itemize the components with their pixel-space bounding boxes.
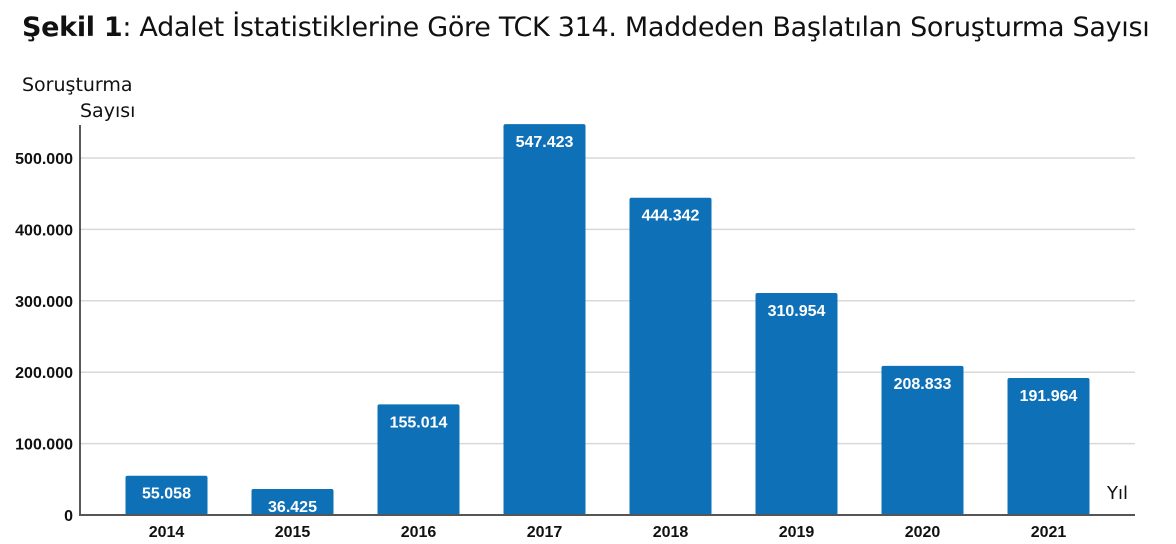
bar-2020 — [881, 365, 964, 515]
x-tick-label: 2021 — [1031, 524, 1067, 541]
figure-number: Şekil 1 — [22, 12, 123, 43]
data-label: 310.954 — [768, 303, 826, 320]
y-tick-label: 200.000 — [15, 365, 73, 382]
y-tick-label: 100.000 — [15, 437, 73, 454]
data-label: 444.342 — [642, 208, 700, 225]
figure-caption: : Adalet İstatistiklerine Göre TCK 314. … — [122, 12, 1150, 43]
x-tick-label: 2017 — [527, 524, 563, 541]
bar-2015 — [251, 488, 334, 515]
x-tick-label: 2020 — [905, 524, 941, 541]
data-label: 547.423 — [516, 134, 574, 151]
chart-title: Şekil 1: Adalet İstatistiklerine Göre TC… — [22, 12, 1150, 43]
bar-2016 — [377, 404, 460, 515]
bar-2017 — [503, 124, 586, 515]
y-axis-label-line1: Soruşturma — [22, 74, 133, 96]
x-tick-label: 2015 — [275, 524, 311, 541]
data-label: 36.425 — [268, 499, 317, 516]
y-tick-label: 300.000 — [15, 294, 73, 311]
bar-2021 — [1007, 377, 1090, 515]
y-tick-label: 0 — [64, 508, 73, 525]
data-label: 55.058 — [142, 486, 191, 503]
y-tick-label: 400.000 — [15, 222, 73, 239]
bar-2018 — [629, 197, 712, 515]
x-axis-label: Yıl — [1107, 483, 1128, 504]
y-tick-label: 500.000 — [15, 151, 73, 168]
bar-2019 — [755, 292, 838, 515]
data-label: 208.833 — [894, 376, 952, 393]
y-axis-label-line2: Sayısı — [80, 100, 136, 122]
x-tick-label: 2016 — [401, 524, 437, 541]
x-tick-label: 2014 — [149, 524, 185, 541]
bar-2014 — [125, 475, 208, 515]
x-tick-label: 2019 — [779, 524, 815, 541]
x-tick-label: 2018 — [653, 524, 689, 541]
data-label: 155.014 — [390, 414, 448, 431]
data-label: 191.964 — [1020, 388, 1078, 405]
